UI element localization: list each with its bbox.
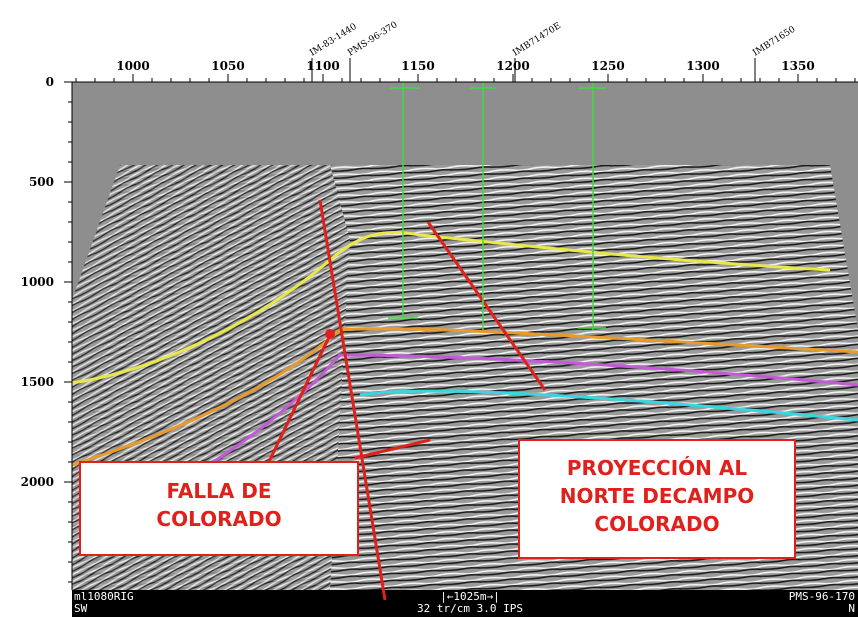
top-tick-label: 1300 [686,59,719,73]
annotation-box-right [518,439,796,559]
footer-text: SW [74,602,88,615]
top-tick-label: 1250 [591,59,624,73]
top-tick-label: 1000 [116,59,149,73]
left-tick-label: 1500 [21,375,54,389]
faults [263,199,547,601]
footer-text: PMS-96-170 [789,590,855,603]
fault-marker [325,329,335,339]
footer-bar [72,590,858,617]
well-label: IMB71650 [751,24,797,58]
top-tick-label: 1150 [401,59,434,73]
left-tick-label: 500 [29,175,54,189]
top-tick-label: 1350 [781,59,814,73]
top-tick-label: 1200 [496,59,529,73]
well-paths [388,82,606,330]
annotation-text: COLORADO [594,512,719,536]
footer-text: ml1080RIG [74,590,134,603]
annotation-text: PROYECCIÓN AL [567,456,747,480]
footer-text: |←1025m→| [440,590,500,603]
footer-text: 32 tr/cm 3.0 IPS [417,602,523,615]
annotation-box-left [79,461,359,556]
well-label: IMB71470E [511,21,563,58]
horizons [71,230,858,472]
left-tick-label: 1000 [21,275,54,289]
top-tick-label: 1050 [211,59,244,73]
top-tick-label: 1100 [306,59,339,73]
annotation-text: COLORADO [156,507,281,531]
footer-text: N [848,602,855,615]
left-tick-label: 2000 [21,475,54,489]
annotation-text: FALLA DE [166,479,271,503]
annotation-text: NORTE DECAMPO [560,484,755,508]
left-tick-label: 0 [46,75,54,89]
